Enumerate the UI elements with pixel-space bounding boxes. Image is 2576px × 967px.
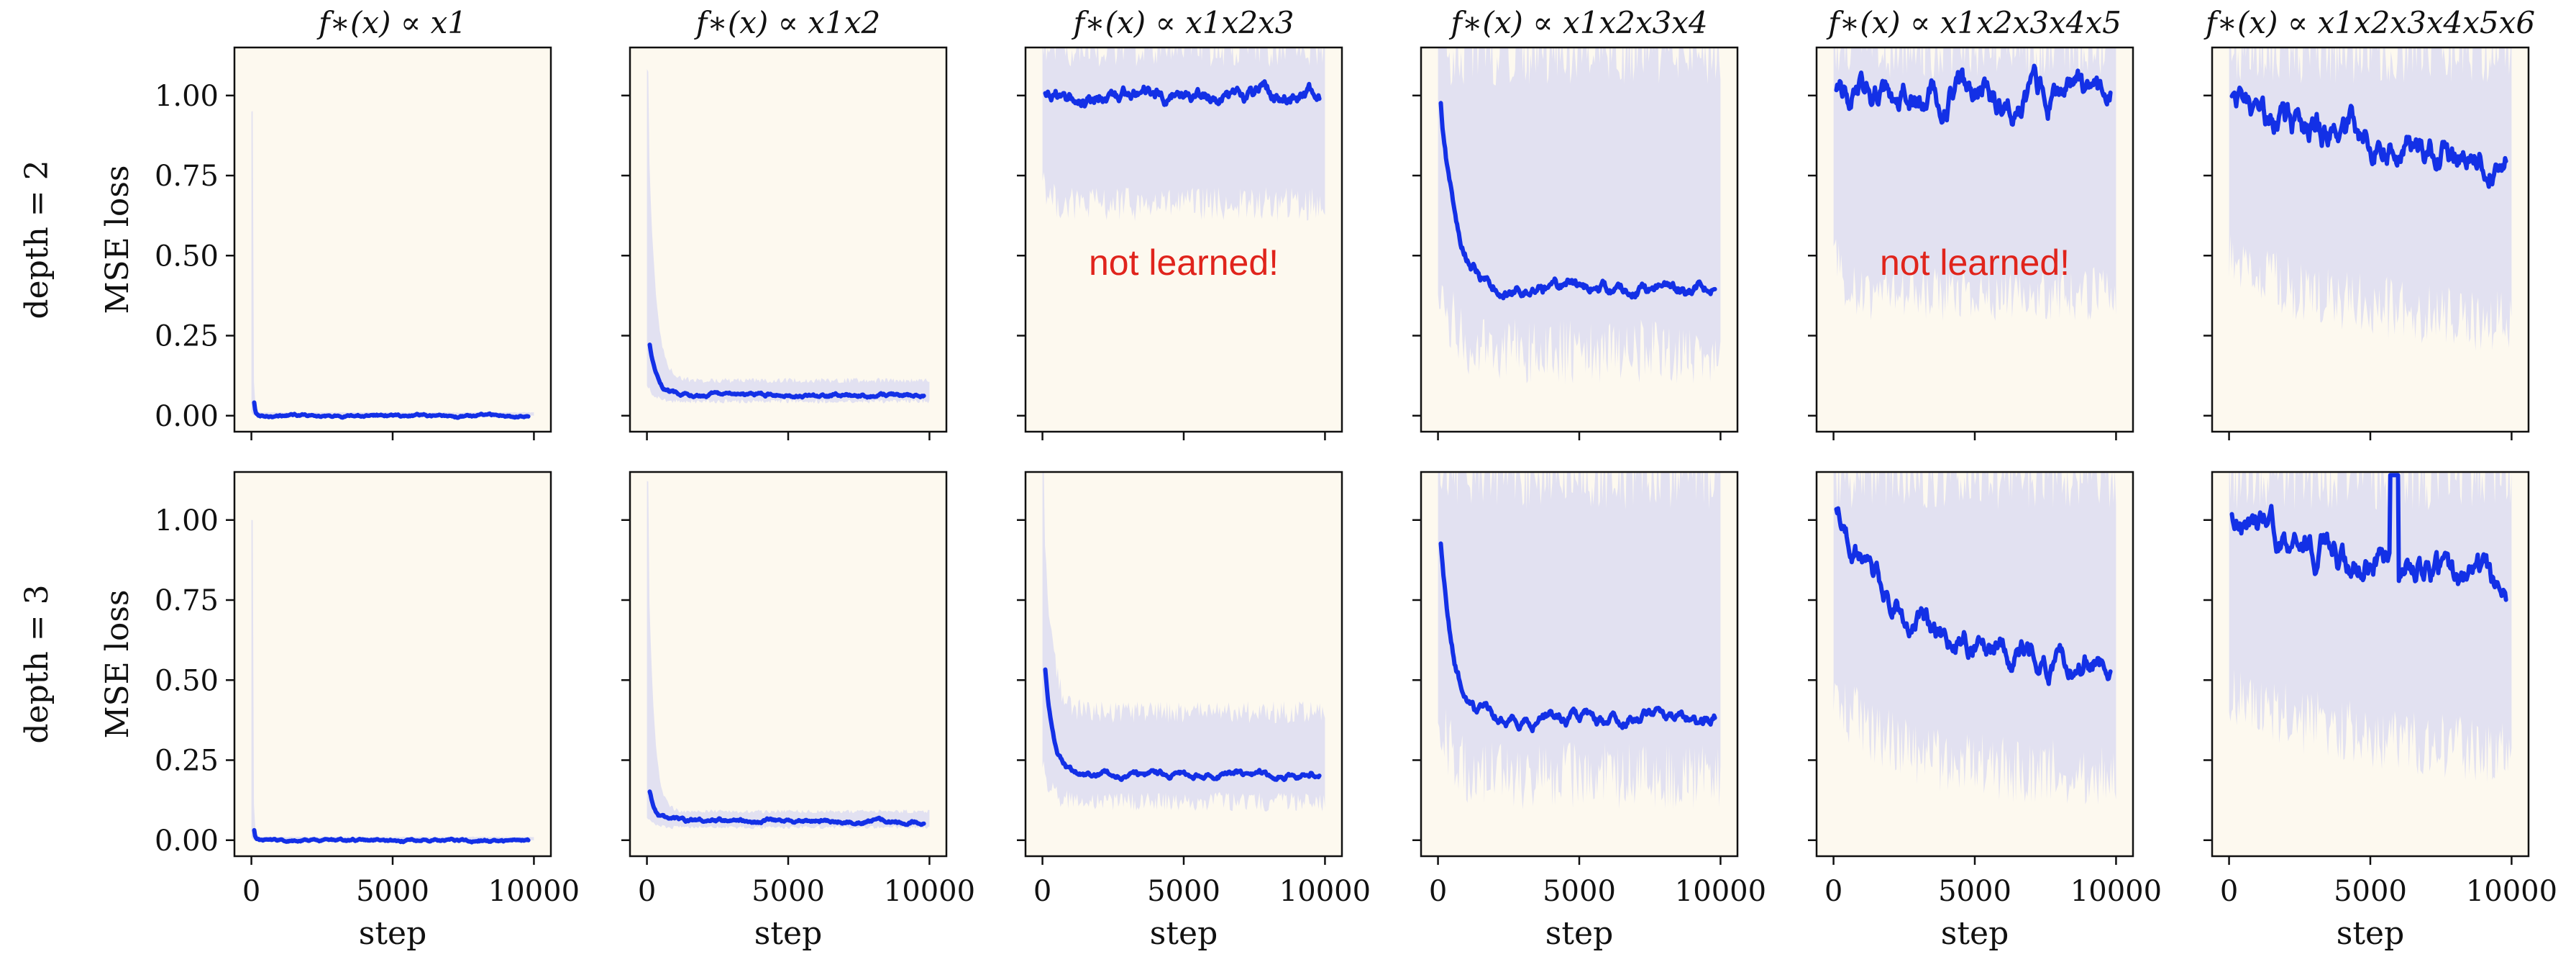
- panel-r1-c2: 0 5000 10000 step: [1017, 471, 1371, 952]
- x-tick-label: 0: [2220, 875, 2238, 908]
- x-tick-label: 0: [1429, 875, 1447, 908]
- series-line: [647, 342, 926, 400]
- y-tick-label: 0.75: [155, 160, 219, 193]
- x-tick-label: 0: [1824, 875, 1842, 908]
- panel-r1-c3: 0 5000 10000 step: [1412, 471, 1766, 952]
- y-tick-label: 0.50: [155, 664, 219, 697]
- series-line: [2229, 85, 2508, 189]
- row-label: depth = 2: [19, 160, 55, 319]
- y-axis-label: MSE loss: [99, 165, 136, 314]
- panel-r1-c1: 0 5000 10000 step: [621, 471, 975, 952]
- x-tick-label: 5000: [1938, 875, 2011, 908]
- x-axis-label: step: [754, 915, 822, 952]
- panel-title: f∗(x) ∝ x1x2x3x4x5: [1826, 5, 2121, 40]
- series-line: [1834, 506, 2113, 686]
- y-tick-label: 0.25: [155, 745, 219, 778]
- y-tick-label: 1.00: [155, 80, 219, 113]
- panel-r1-c0: 0.00 0.25 0.50 0.75 1.00 0 5000 10000 step: [155, 471, 580, 952]
- x-tick-label: 0: [638, 875, 656, 908]
- panel-title: f∗(x) ∝ x1x2: [694, 5, 881, 40]
- panel-r0-c5: f∗(x) ∝ x1x2x3x4x5x6: [2203, 5, 2535, 440]
- x-axis-label: step: [1941, 915, 2009, 952]
- series-line: [1043, 79, 1322, 109]
- y-axis-label: MSE loss: [99, 589, 136, 738]
- x-tick-label: 5000: [752, 875, 825, 908]
- x-axis-label: step: [2337, 915, 2404, 952]
- series-band: [1833, 472, 2116, 805]
- y-tick-label: 0.25: [155, 320, 219, 353]
- row-label: depth = 3: [19, 584, 55, 743]
- series-line: [252, 827, 531, 845]
- x-axis-label: step: [359, 915, 426, 952]
- panel-title: f∗(x) ∝ x1x2x3x4x5x6: [2203, 5, 2535, 40]
- series-line: [1438, 541, 1717, 734]
- panel-r1-c4: 0 5000 10000 step: [1808, 471, 2162, 952]
- x-tick-label: 5000: [2334, 875, 2407, 908]
- x-tick-label: 5000: [356, 875, 429, 908]
- annotation-not-learned: not learned!: [1089, 242, 1279, 283]
- panel-r0-c0: 0.00 0.25 0.50 0.75 1.00 f∗(x) ∝ x1: [155, 5, 552, 440]
- panel-r0-c3: f∗(x) ∝ x1x2x3x4: [1412, 5, 1739, 440]
- series-band: [1438, 47, 1721, 386]
- x-tick-label: 5000: [1543, 875, 1616, 908]
- y-tick-label: 0.00: [155, 825, 219, 858]
- x-tick-label: 10000: [1279, 875, 1371, 908]
- series-line: [252, 400, 531, 420]
- panel-background: [234, 472, 551, 856]
- y-tick-label: 1.00: [155, 504, 219, 537]
- x-tick-label: 0: [242, 875, 260, 908]
- panel-title: f∗(x) ∝ x1x2x3x4: [1448, 5, 1707, 40]
- series-band: [1438, 472, 1721, 809]
- panel-r1-c5: 0 5000 10000 step: [2203, 471, 2557, 952]
- y-tick-label: 0.00: [155, 400, 219, 433]
- x-tick-label: 10000: [1675, 875, 1766, 908]
- x-tick-label: 5000: [1147, 875, 1220, 908]
- x-tick-label: 10000: [884, 875, 975, 908]
- series-line: [1043, 667, 1322, 782]
- series-line: [1438, 101, 1717, 301]
- x-axis-label: step: [1545, 915, 1613, 952]
- panel-r0-c4: f∗(x) ∝ x1x2x3x4x5 not learned!: [1808, 5, 2134, 440]
- x-axis-label: step: [1150, 915, 1218, 952]
- y-tick-label: 0.75: [155, 584, 219, 617]
- series-line: [2229, 473, 2508, 602]
- series-band: [1042, 472, 1325, 812]
- panel-title: f∗(x) ∝ x1x2x3: [1072, 5, 1294, 40]
- annotation-not-learned: not learned!: [1880, 242, 2070, 283]
- y-tick-label: 0.50: [155, 240, 219, 273]
- series-line: [647, 789, 926, 827]
- panel-r0-c2: f∗(x) ∝ x1x2x3 not learned!: [1017, 5, 1343, 440]
- panel-background: [630, 47, 946, 432]
- x-tick-label: 10000: [2070, 875, 2162, 908]
- x-tick-label: 10000: [488, 875, 580, 908]
- panel-background: [234, 47, 551, 432]
- x-tick-label: 0: [1033, 875, 1051, 908]
- series-line: [1834, 63, 2113, 127]
- panel-title: f∗(x) ∝ x1: [316, 5, 467, 40]
- x-tick-label: 10000: [2466, 875, 2557, 908]
- panel-background: [630, 472, 946, 856]
- panel-r0-c1: f∗(x) ∝ x1x2: [621, 5, 948, 440]
